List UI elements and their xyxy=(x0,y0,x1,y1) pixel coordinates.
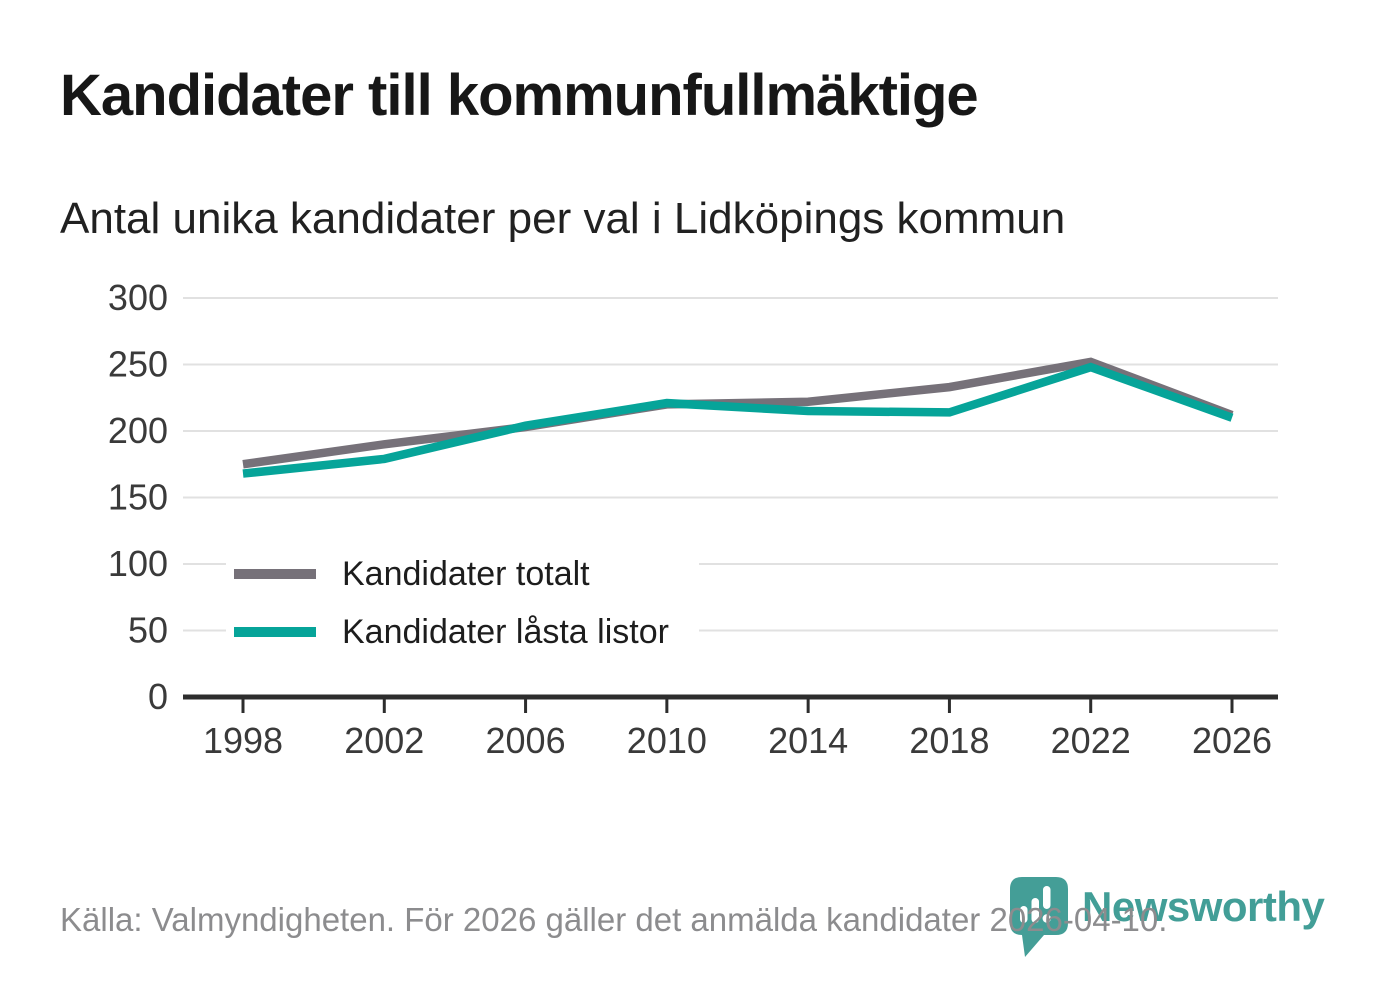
newsworthy-wordmark: Newsworthy xyxy=(1082,883,1325,930)
y-axis-label: 100 xyxy=(108,543,168,584)
y-axis-label: 200 xyxy=(108,410,168,451)
x-axis-label: 2026 xyxy=(1192,720,1272,761)
legend-label-total: Kandidater totalt xyxy=(342,554,590,593)
y-axis-label: 150 xyxy=(108,477,168,518)
chart-subtitle: Antal unika kandidater per val i Lidköpi… xyxy=(60,194,1066,243)
chart-legend: Kandidater totalt Kandidater låsta listo… xyxy=(226,546,699,662)
y-axis-label: 0 xyxy=(148,676,168,717)
series-line-kandidater-totalt xyxy=(242,357,1234,469)
legend-item-locked-lists: Kandidater låsta listor xyxy=(234,610,669,654)
y-axis-label: 250 xyxy=(108,344,168,385)
newsworthy-pin-barchart-icon xyxy=(1010,877,1068,957)
x-axis-label: 2022 xyxy=(1051,720,1131,761)
x-axis-label: 2014 xyxy=(768,720,848,761)
legend-item-total: Kandidater totalt xyxy=(234,552,669,596)
x-axis-label: 2010 xyxy=(627,720,707,761)
y-axis-label: 50 xyxy=(128,610,168,651)
page-title: Kandidater till kommunfullmäktige xyxy=(60,63,979,128)
x-axis-label: 1998 xyxy=(203,720,283,761)
x-axis-label: 2006 xyxy=(486,720,566,761)
x-axis-label: 2002 xyxy=(344,720,424,761)
y-axis-label: 300 xyxy=(108,277,168,318)
source-note: Källa: Valmyndigheten. För 2026 gäller d… xyxy=(60,901,1168,938)
legend-label-locked-lists: Kandidater låsta listor xyxy=(342,612,669,651)
newsworthy-logo: Newsworthy xyxy=(1008,875,1325,959)
x-axis-label: 2018 xyxy=(909,720,989,761)
legend-swatch-locked-lists xyxy=(234,627,316,637)
series-line-kandidater-l-sta-listor xyxy=(242,362,1234,478)
legend-swatch-total xyxy=(234,569,316,579)
